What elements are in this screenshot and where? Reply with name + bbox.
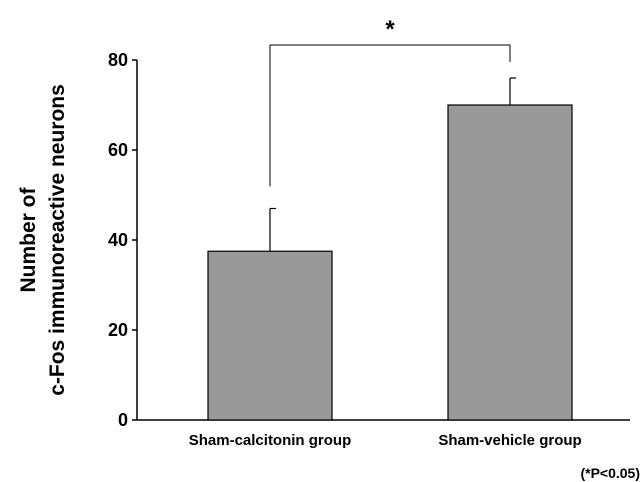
- bar: [447, 104, 573, 421]
- significance-bracket-line: [269, 44, 511, 187]
- y-tick-label: 40: [108, 230, 128, 250]
- x-tick-labels: Sham-calcitonin group Sham-vehicle group: [189, 432, 582, 449]
- y-tick-label: 80: [108, 50, 128, 70]
- significance-marker: *: [385, 16, 395, 43]
- y-ticks: 0 20 40 60 80: [108, 50, 137, 430]
- footnote: (*P<0.05): [580, 465, 640, 481]
- bar: [207, 250, 333, 421]
- y-tick-label: 0: [118, 410, 128, 430]
- y-tick-label: 20: [108, 320, 128, 340]
- error-bars: [269, 77, 516, 252]
- y-axis-label-line2: c-Fos immunoreactive neurons: [46, 84, 69, 396]
- bars: [207, 104, 573, 421]
- y-axis-label-line1: Number of: [17, 186, 40, 292]
- x-tick-label: Sham-calcitonin group: [189, 432, 352, 449]
- y-axis-label: Number of c-Fos immunoreactive neurons: [17, 84, 69, 396]
- y-tick-label: 60: [108, 140, 128, 160]
- x-tick-label: Sham-vehicle group: [438, 432, 581, 449]
- significance-bracket: *: [269, 16, 511, 187]
